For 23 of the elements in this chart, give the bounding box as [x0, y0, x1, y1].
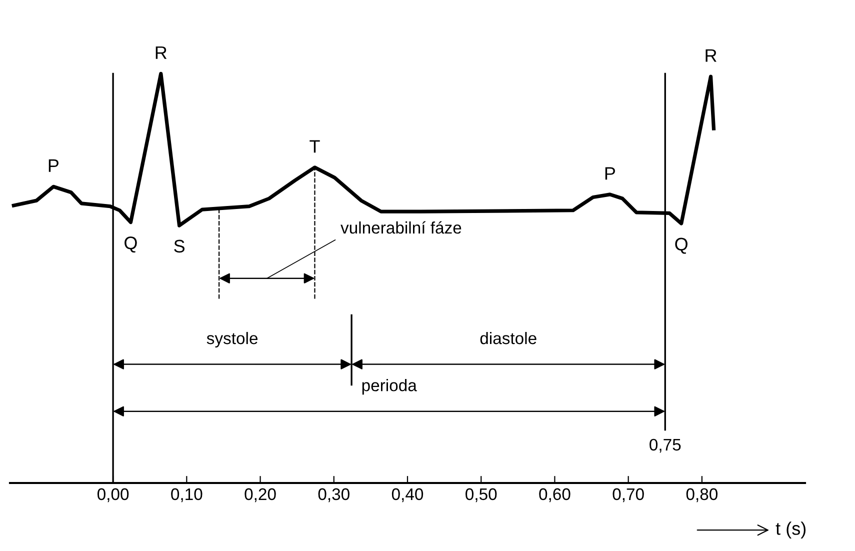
- annotation: S: [174, 240, 184, 253]
- x-tick-label: 0,20: [244, 488, 276, 502]
- annotation: R: [156, 46, 167, 59]
- x-axis-title: t (s): [776, 522, 806, 538]
- annotation: diastole: [480, 332, 536, 344]
- annotation: Q: [124, 236, 137, 253]
- annotation: systole: [206, 332, 258, 348]
- x-tick-label: 0,80: [686, 488, 718, 502]
- annotation: vulnerabilní fáze: [340, 221, 462, 234]
- annotation: T: [310, 140, 320, 153]
- annotation: Q: [675, 238, 688, 254]
- x-tick-label: 0,60: [539, 488, 570, 502]
- x-tick-label: 0,40: [392, 488, 424, 502]
- x-tick-label: 0,10: [171, 488, 202, 502]
- annotation: perioda: [362, 379, 417, 395]
- x-tick-label: 0,30: [318, 488, 350, 502]
- annotation: R: [706, 49, 716, 62]
- x-tick-label: 0,00: [97, 488, 129, 502]
- annotation: P: [605, 167, 615, 180]
- x-tick-label: 0,50: [466, 488, 497, 502]
- ref-line-label: 0,75: [650, 438, 681, 453]
- annotation: P: [48, 159, 58, 172]
- x-tick-label: 0,70: [612, 488, 644, 502]
